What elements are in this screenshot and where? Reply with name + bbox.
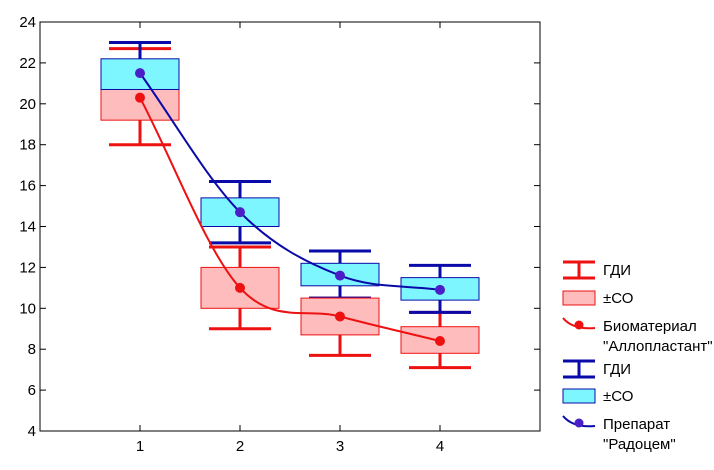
legend-label-line2: "Радоцем" [603,436,676,453]
y-tick-label: 22 [19,55,36,72]
y-tick-label: 8 [28,341,36,358]
legend-box-icon [562,388,596,404]
legend-label: ГДИ [603,361,631,378]
legend-box-icon [562,290,596,306]
y-tick-label: 18 [19,137,36,154]
legend-marker-icon [574,418,584,428]
mean-point [135,92,145,103]
mean-point [235,207,245,218]
x-tick-label: 4 [436,438,444,455]
mean-point [335,270,345,281]
mean-point [235,282,245,293]
mean-point [435,284,445,295]
legend-label: ±СО [603,290,633,307]
legend: ГДИ ±СО Биоматериал "Аллопластант" ГДИ ±СО Пре… [562,260,713,453]
trend-line [139,72,441,291]
y-tick-label: 6 [28,382,36,399]
y-tick-label: 4 [28,423,36,440]
y-tick-label: 16 [19,178,36,195]
x-tick-label: 3 [336,438,344,455]
legend-label: ±СО [603,388,633,405]
legend-label: ГДИ [603,262,631,279]
mean-point [435,336,445,347]
series-2-boxes [100,58,480,301]
legend-label-line2: "Аллопластант" [603,338,713,355]
legend-marker-icon [574,320,584,330]
y-tick-label: 10 [19,300,36,317]
y-tick-label: 12 [19,259,36,276]
legend-label: Препарат [603,416,670,433]
legend-label: Биоматериал [603,318,697,335]
plot-area [100,40,480,370]
series-1-trend [135,92,445,347]
sd-box [100,58,180,90]
trend-line [139,97,441,342]
y-tick-label: 24 [19,14,36,31]
mean-point [135,68,145,79]
mean-point [335,311,345,322]
y-tick-label: 14 [19,219,36,236]
series-2-trend [135,68,445,295]
x-tick-label: 1 [136,438,144,455]
y-tick-label: 20 [19,96,36,113]
x-tick-label: 2 [236,438,244,455]
